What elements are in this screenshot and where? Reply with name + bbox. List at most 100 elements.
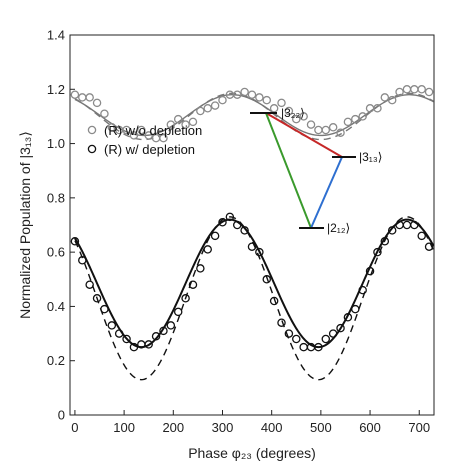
data-point-with-depletion (85, 280, 94, 289)
data-point-with-depletion (129, 342, 139, 352)
data-point-with-depletion (151, 332, 161, 341)
data-point-with-depletion (417, 231, 426, 241)
data-point-with-depletion (269, 296, 279, 306)
data-point-with-depletion (351, 304, 360, 314)
fit-curve-dashed (74, 216, 435, 381)
data-point-with-depletion (122, 334, 131, 344)
data-point-without-depletion (181, 120, 190, 129)
data-point-with-depletion (373, 247, 382, 257)
data-point-without-depletion (373, 104, 382, 113)
data-point-without-depletion (402, 85, 412, 94)
data-point-without-depletion (247, 90, 257, 99)
data-point-with-depletion (210, 231, 220, 241)
level-label-middle: |3₁₃⟩ (359, 150, 382, 164)
x-tick-label: 100 (113, 420, 135, 435)
data-point-without-depletion (292, 114, 301, 124)
axis-ticks: 0 100 200 300 400 500 600 700 0 0.2 0.4 0.6 0.8 1.0 1.… (47, 28, 430, 436)
data-point-with-depletion (410, 220, 419, 230)
data-point-without-depletion (328, 123, 338, 132)
data-point-with-depletion (284, 329, 294, 338)
y-tick-label: 1.2 (47, 82, 65, 97)
data-point-with-depletion (255, 247, 264, 257)
data-point-without-depletion (336, 128, 345, 137)
legend-label-with-depletion: (R) w/ depletion (104, 142, 195, 157)
data-point-with-depletion (343, 313, 353, 322)
data-point-with-depletion (380, 237, 390, 246)
x-tick-label: 700 (408, 420, 430, 435)
data-point-without-depletion (173, 114, 183, 124)
data-point-with-depletion (100, 304, 109, 314)
y-tick-label: 0.6 (47, 245, 65, 260)
data-point-without-depletion (255, 93, 264, 102)
data-point-with-depletion (358, 285, 367, 295)
data-point-with-depletion (225, 212, 235, 222)
data-point-with-depletion (107, 321, 117, 330)
data-point-with-depletion (203, 245, 212, 254)
data-point-without-depletion (321, 125, 331, 135)
data-point-without-depletion (277, 98, 286, 108)
data-point-without-depletion (387, 95, 397, 105)
x-tick-label: 200 (162, 420, 184, 435)
data-point-without-depletion (144, 131, 153, 140)
x-tick-label: 300 (212, 420, 234, 435)
data-point-with-depletion (314, 342, 323, 352)
data-point-with-depletion (299, 342, 308, 352)
y-tick-label: 0.2 (47, 353, 65, 368)
data-point-with-depletion (188, 280, 198, 289)
data-point-with-depletion (262, 275, 272, 284)
data-point-with-depletion (78, 256, 87, 265)
data-point-without-depletion (100, 109, 109, 118)
data-point-without-depletion (85, 93, 94, 102)
data-point-with-depletion (144, 340, 153, 349)
data-point-without-depletion (351, 114, 360, 124)
fit-curve-dashed (74, 92, 434, 141)
data-point-without-depletion (122, 125, 131, 135)
data-point-without-depletion (166, 120, 176, 129)
legend-label-without-depletion: (R) w/o depletion (104, 123, 202, 138)
data-point-with-depletion (321, 334, 331, 344)
data-point-with-depletion (247, 242, 257, 251)
data-point-with-depletion (181, 294, 190, 303)
data-point-with-depletion (114, 329, 124, 338)
data-point-with-depletion (336, 323, 345, 333)
data-point-with-depletion (196, 264, 205, 273)
data-point-without-depletion (70, 90, 80, 99)
x-tick-label: 500 (310, 420, 332, 435)
data-point-without-depletion (424, 87, 434, 97)
data-point-without-depletion (240, 87, 249, 97)
data-point-without-depletion (188, 117, 198, 127)
y-axis-title: Normalized Population of |3₁₃⟩ (17, 131, 33, 319)
legend-marker-without-depletion (87, 125, 97, 135)
data-point-without-depletion (210, 101, 220, 110)
legend: (R) w/o depletion (R) w/ depletion (87, 123, 202, 157)
data-point-without-depletion (196, 106, 205, 116)
data-point-without-depletion (78, 93, 87, 102)
data-point-without-depletion (269, 104, 279, 113)
data-point-with-depletion (387, 226, 397, 235)
data-point-without-depletion (203, 104, 212, 113)
x-tick-label: 400 (261, 420, 283, 435)
data-point-with-depletion (277, 318, 286, 327)
y-tick-label: 1.4 (47, 28, 65, 43)
data-point-with-depletion (166, 321, 176, 330)
energy-level-inset: |3₂₂⟩ |3₁₃⟩ |2₁₂⟩ (250, 106, 382, 235)
data-point-without-depletion (137, 125, 146, 135)
data-point-with-depletion (424, 242, 434, 251)
data-point-without-depletion (107, 123, 117, 132)
data-point-without-depletion (129, 131, 139, 140)
transition-line-green (265, 112, 312, 229)
data-point-with-depletion (218, 218, 227, 227)
data-points (70, 85, 434, 352)
data-point-with-depletion (173, 307, 183, 317)
data-point-with-depletion (365, 266, 375, 276)
data-point-with-depletion (232, 220, 242, 230)
data-point-with-depletion (402, 220, 412, 230)
data-point-without-depletion (395, 87, 404, 97)
data-point-without-depletion (262, 95, 272, 105)
data-point-with-depletion (292, 334, 301, 344)
x-tick-label: 600 (359, 420, 381, 435)
data-point-with-depletion (70, 237, 80, 246)
data-point-without-depletion (284, 106, 294, 116)
data-point-with-depletion (159, 326, 168, 336)
